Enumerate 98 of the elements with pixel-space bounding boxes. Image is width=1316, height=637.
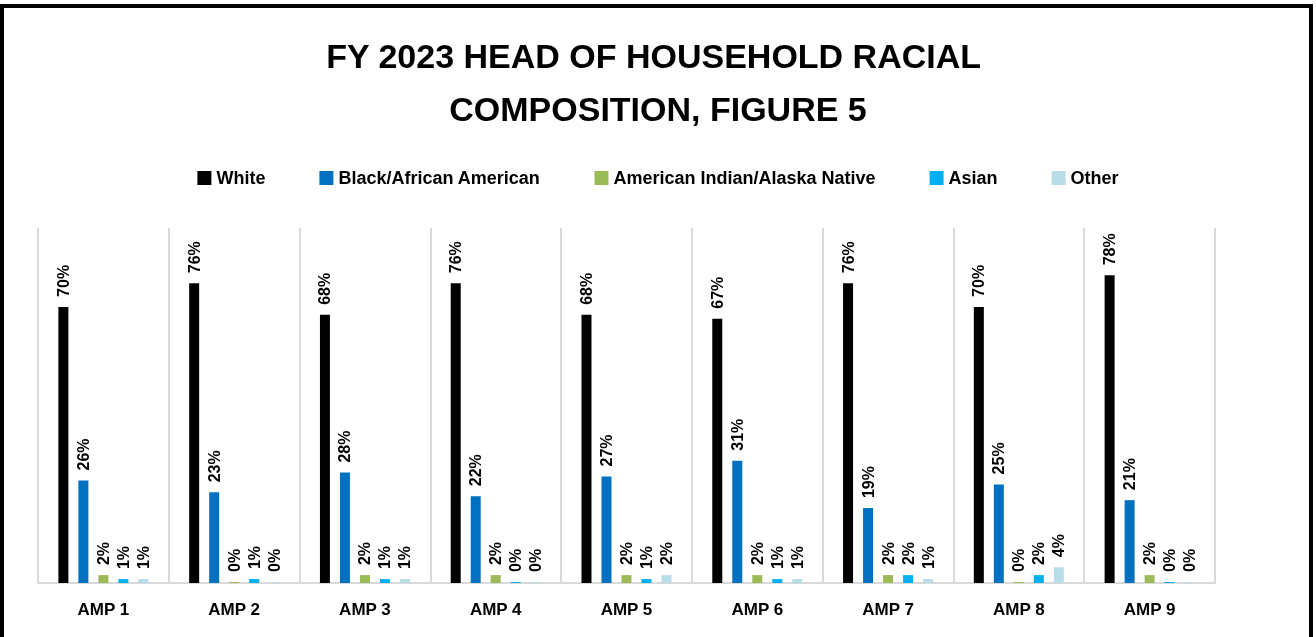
x-tick-label: AMP 3	[339, 600, 391, 619]
data-label: 0%	[1161, 548, 1179, 572]
bar	[752, 575, 763, 583]
data-label: 1%	[919, 545, 937, 570]
bar	[973, 306, 984, 583]
data-label: 76%	[839, 241, 857, 274]
bar	[339, 472, 350, 583]
data-label: 1%	[788, 545, 806, 570]
bar	[319, 314, 330, 583]
data-label: 76%	[447, 241, 465, 274]
chart-title: FY 2023 HEAD OF HOUSEHOLD RACIAL COMPOSITION, FIGURE 5	[326, 36, 990, 128]
legend-label: Other	[1070, 168, 1119, 188]
x-tick-label: AMP 7	[862, 600, 914, 619]
data-label: 2%	[1141, 541, 1159, 566]
bar	[490, 575, 501, 583]
data-label: 1%	[638, 545, 655, 570]
data-label: 27%	[598, 434, 615, 467]
bar	[138, 579, 149, 583]
bar	[359, 575, 370, 583]
bar	[641, 579, 652, 583]
legend-label: American Indian/Alaska Native	[613, 168, 876, 188]
bar	[792, 579, 803, 583]
bar	[923, 579, 934, 583]
bar	[470, 496, 481, 583]
x-tick-label: AMP 6	[731, 600, 784, 619]
data-label: 70%	[54, 264, 72, 297]
bar	[379, 579, 390, 583]
data-label: 0%	[1010, 548, 1028, 572]
bar	[1144, 575, 1155, 583]
data-label: 2%	[356, 541, 374, 566]
data-label: 0%	[527, 548, 545, 572]
bar	[863, 508, 874, 583]
x-tick-label: AMP 9	[1123, 600, 1176, 619]
bar	[450, 283, 461, 583]
bar	[1124, 500, 1135, 583]
bar	[1104, 275, 1115, 583]
data-label: 2%	[487, 541, 505, 566]
x-tick-label: AMP 5	[600, 600, 653, 619]
data-label: 1%	[396, 545, 414, 570]
data-label: 1%	[245, 545, 263, 570]
data-label: 28%	[336, 430, 354, 463]
data-label: 2%	[899, 541, 917, 566]
data-label: 1%	[376, 545, 394, 570]
data-label: 0%	[225, 548, 243, 572]
data-label: 2%	[94, 541, 112, 566]
bar	[1033, 575, 1044, 583]
legend-label: White	[216, 168, 266, 188]
data-label: 76%	[185, 241, 203, 274]
bar	[78, 480, 89, 583]
bar	[712, 318, 723, 583]
bar	[883, 575, 894, 583]
bar	[843, 283, 854, 583]
data-label: 2%	[879, 541, 897, 566]
x-tick-label: AMP 2	[208, 600, 260, 619]
data-label: 0%	[1181, 548, 1199, 572]
data-label: 26%	[74, 438, 92, 471]
data-label: 1%	[114, 545, 132, 570]
data-label: 21%	[1121, 458, 1139, 491]
bar	[209, 492, 220, 583]
bar	[118, 579, 129, 583]
bar	[189, 283, 200, 583]
data-label: 78%	[1101, 233, 1119, 266]
data-label: 2%	[618, 541, 635, 566]
data-label: 19%	[859, 466, 877, 499]
data-label: 0%	[265, 548, 283, 572]
bar	[601, 476, 612, 583]
bar	[661, 575, 672, 583]
legend-label: Black/African American	[338, 168, 540, 188]
data-label: 1%	[768, 545, 786, 570]
bar	[903, 575, 914, 583]
bar	[1053, 567, 1064, 583]
data-label: 25%	[990, 442, 1008, 475]
data-label: 0%	[507, 548, 525, 572]
x-tick-label: AMP 8	[993, 600, 1045, 619]
data-label: 31%	[728, 418, 746, 451]
legend-label: Asian	[948, 168, 998, 188]
data-label: 70%	[970, 264, 988, 297]
data-label: 68%	[578, 272, 595, 305]
data-label: 2%	[748, 541, 766, 566]
data-label: 23%	[205, 450, 223, 483]
data-label: 22%	[467, 454, 485, 487]
bar	[399, 579, 410, 583]
bar	[98, 575, 109, 583]
data-label: 68%	[316, 272, 334, 305]
bar	[249, 579, 260, 583]
data-label: 2%	[1030, 541, 1048, 566]
x-tick-label: AMP 4	[469, 600, 523, 619]
data-label: 4%	[1050, 534, 1068, 558]
data-label: 2%	[658, 541, 675, 566]
bar	[58, 306, 69, 583]
data-label: 67%	[708, 276, 726, 309]
x-tick-label: AMP 1	[77, 600, 130, 619]
bar	[772, 579, 783, 583]
bar	[993, 484, 1004, 583]
bar	[732, 460, 743, 583]
bar	[621, 575, 632, 583]
bar	[581, 314, 592, 583]
data-label: 1%	[134, 545, 152, 570]
